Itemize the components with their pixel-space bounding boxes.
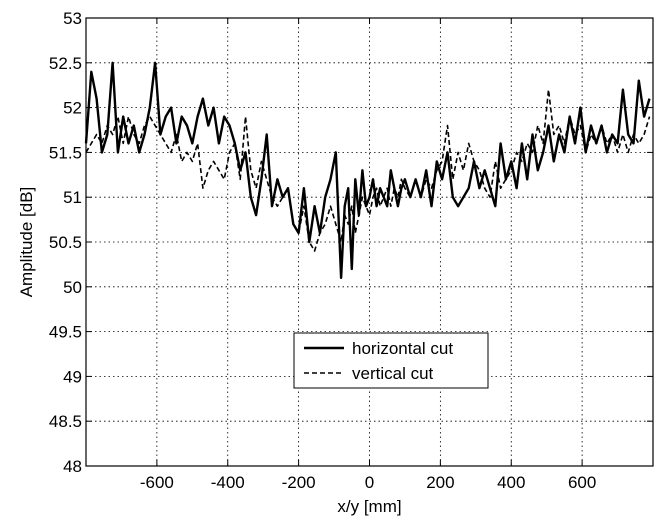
tick-labels: -600 -400 -200 0 200 400 600 48 48.5 49 49.5 50 50.5…: [49, 9, 596, 492]
y-tick-label: 53: [63, 9, 82, 28]
legend: horizontal cut vertical cut: [293, 332, 489, 389]
series-lines: [84, 61, 651, 279]
series-line-vertical-cut: [85, 88, 651, 252]
x-tick-label: 600: [568, 473, 596, 492]
legend-label-horizontal-cut: horizontal cut: [352, 339, 453, 358]
x-tick-label: 200: [426, 473, 454, 492]
y-axis-label: Amplitude [dB]: [17, 187, 36, 298]
y-tick-label: 52.5: [49, 54, 82, 73]
x-axis-label: x/y [mm]: [337, 497, 401, 516]
x-tick-label: 400: [497, 473, 525, 492]
axes: [85, 17, 654, 467]
x-tick-label: -200: [282, 473, 316, 492]
y-tick-label: 48.5: [49, 412, 82, 431]
legend-label-vertical-cut: vertical cut: [352, 364, 434, 383]
y-tick-label: 49: [63, 367, 82, 386]
x-tick-label: 0: [365, 473, 374, 492]
y-tick-label: 52: [63, 99, 82, 118]
y-tick-label: 49.5: [49, 323, 82, 342]
series-line-horizontal-cut: [84, 61, 651, 279]
y-tick-label: 48: [63, 457, 82, 476]
y-tick-label: 50: [63, 278, 82, 297]
x-tick-label: -400: [211, 473, 245, 492]
y-tick-label: 51.5: [49, 143, 82, 162]
grid: [86, 18, 653, 466]
y-tick-label: 51: [63, 188, 82, 207]
legend-box: [293, 332, 489, 389]
x-tick-label: -600: [140, 473, 174, 492]
y-tick-label: 50.5: [49, 233, 82, 252]
